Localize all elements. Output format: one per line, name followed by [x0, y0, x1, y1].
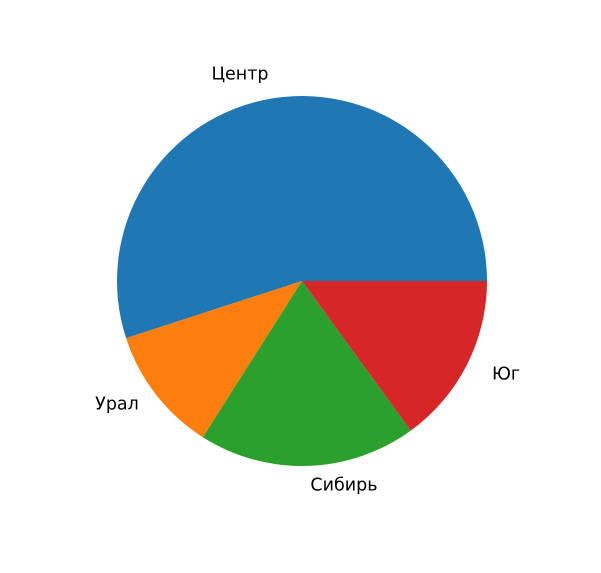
pie-wedge[interactable]	[302, 281, 487, 431]
pie-slice-label: Сибирь	[310, 475, 378, 496]
pie-slice-label: Урал	[95, 394, 139, 415]
pie-slice-label: Центр	[211, 64, 269, 85]
pie-wedge[interactable]	[202, 281, 411, 467]
pie-wedge-group	[116, 95, 487, 467]
pie-wedge[interactable]	[116, 95, 487, 339]
pie-wedge[interactable]	[126, 281, 303, 438]
pie-slice-label: Юг	[491, 364, 521, 385]
